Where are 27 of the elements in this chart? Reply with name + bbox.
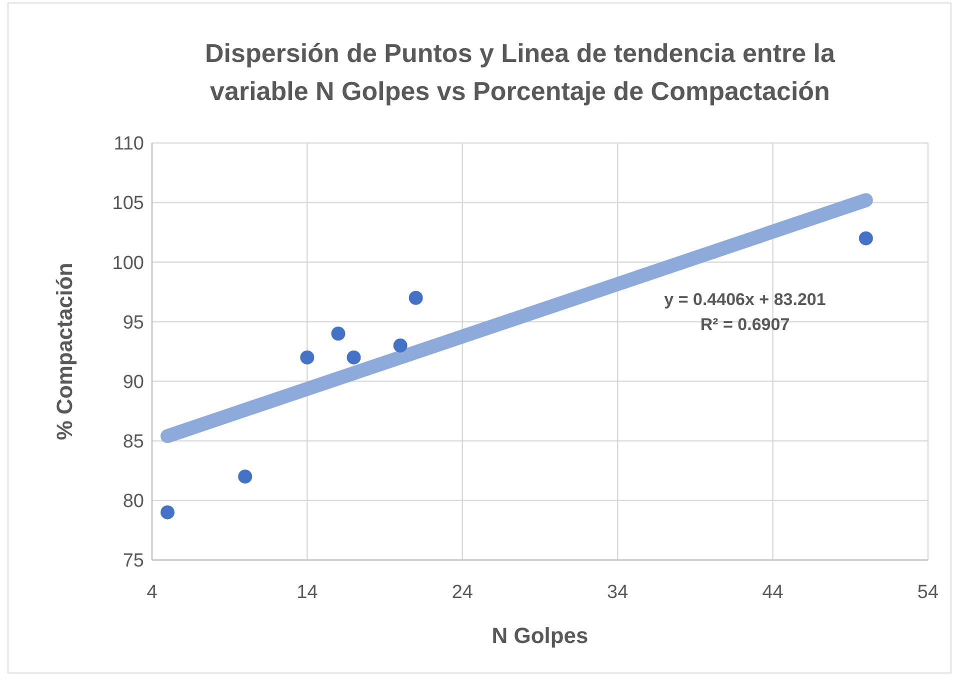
point — [346, 350, 361, 364]
point — [408, 290, 423, 305]
y-tick-label: 80 — [122, 491, 144, 512]
x-tick-label: 14 — [296, 582, 318, 603]
y-tick-label: 100 — [112, 252, 144, 274]
x-tick-label: 44 — [762, 582, 784, 603]
y-tick-label: 85 — [122, 432, 144, 453]
annotation: y = 0.4406x + 83.201 — [664, 290, 826, 309]
x-tick-label: 54 — [917, 582, 939, 603]
y-tick-label: 105 — [112, 193, 144, 214]
point — [858, 231, 873, 246]
y-tick-label: 75 — [122, 550, 144, 572]
point — [160, 505, 175, 520]
annotation: R² = 0.6907 — [700, 315, 790, 334]
chart-title: Dispersión de Puntos y Linea de tendencia entre la variable N Golpes vs Porcentaje de Compactación — [205, 38, 836, 106]
x-tick-label: 4 — [146, 582, 158, 603]
point — [331, 326, 346, 341]
y-tick-label: 110 — [114, 134, 144, 155]
point — [300, 350, 314, 364]
point — [238, 470, 252, 484]
x-tick-label: 24 — [452, 582, 474, 603]
x-tick-label: 34 — [607, 582, 629, 603]
y-tick-label: 95 — [122, 312, 144, 334]
point — [393, 338, 408, 353]
y-axis-title: % Compactación — [52, 262, 77, 440]
x-axis-title: N Golpes — [492, 623, 588, 648]
y-tick-label: 90 — [122, 372, 144, 393]
